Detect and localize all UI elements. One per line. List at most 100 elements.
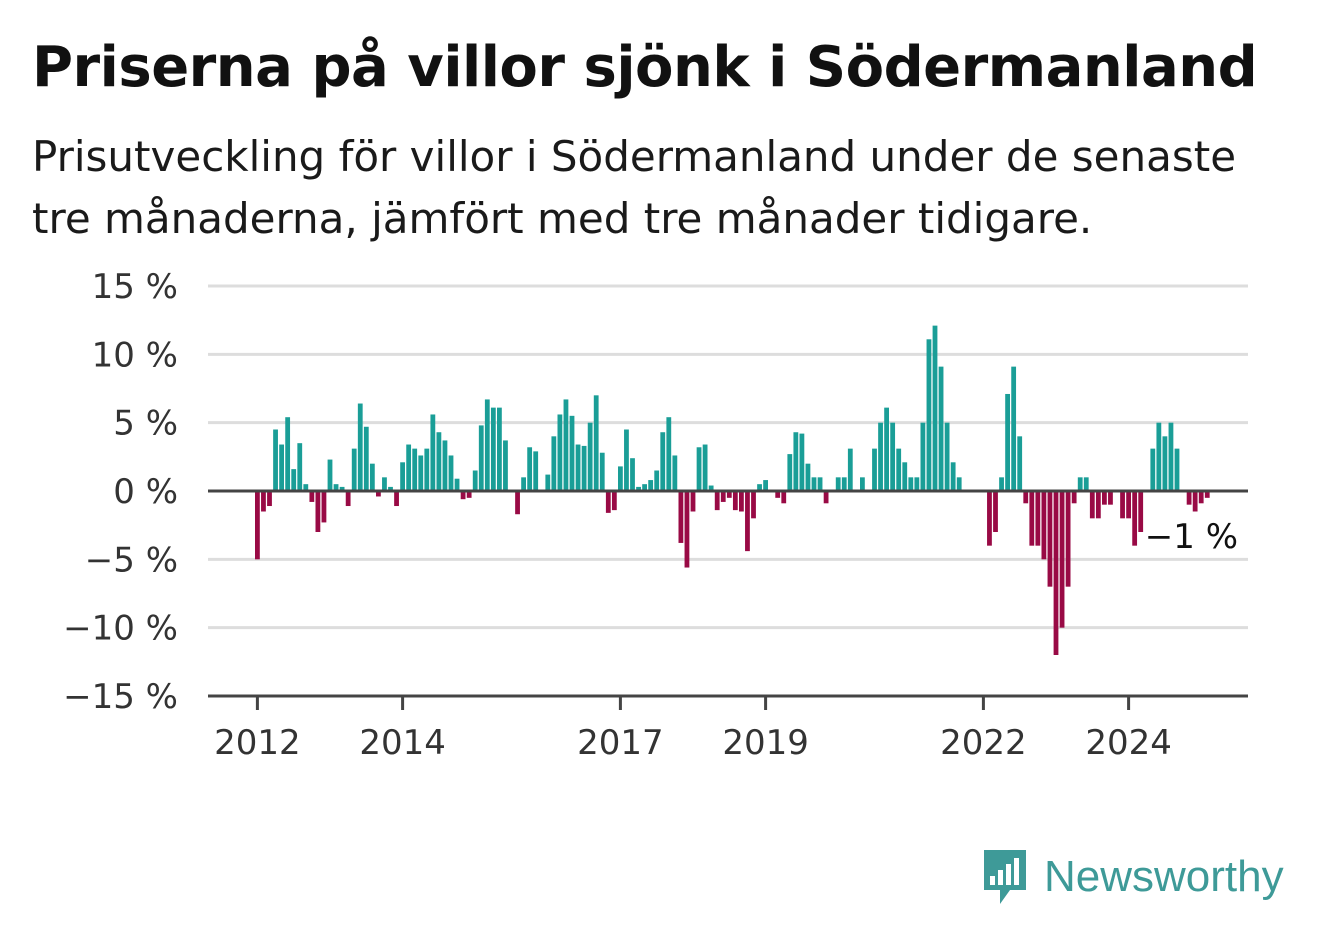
bar <box>351 448 357 491</box>
bar <box>763 480 768 491</box>
bar-chart: 15 %10 %5 %0 %−5 %−10 %−15 % 2012 2014 201… <box>63 267 1248 763</box>
bar <box>611 491 617 511</box>
bar <box>666 417 672 491</box>
y-tick-label: −15 % <box>63 677 178 717</box>
bar <box>624 429 629 491</box>
bar <box>726 491 732 498</box>
y-tick-label: −10 % <box>63 609 178 649</box>
x-tick-label: 2017 <box>577 723 664 763</box>
bar <box>1132 491 1138 546</box>
bar <box>823 491 829 504</box>
bar <box>503 440 508 491</box>
bar <box>1162 436 1168 491</box>
bar <box>884 407 889 491</box>
bar <box>878 422 883 491</box>
bar <box>708 485 714 491</box>
bar <box>1065 491 1071 587</box>
chart-title: Priserna på villor sjönk i Södermanland <box>32 35 1258 100</box>
x-tick-label: 2014 <box>359 723 446 763</box>
bar <box>581 445 587 491</box>
bar <box>569 415 575 491</box>
bar <box>805 463 811 491</box>
y-tick-label: 15 % <box>92 267 178 307</box>
bar <box>1102 491 1107 505</box>
bar <box>291 469 297 491</box>
bar <box>642 484 647 491</box>
x-tick-label: 2012 <box>214 723 301 763</box>
bar <box>1192 491 1198 512</box>
bar <box>515 491 520 515</box>
bar <box>1083 477 1089 491</box>
bar <box>841 477 847 491</box>
bar <box>599 452 605 491</box>
bar <box>696 447 702 491</box>
bar <box>678 491 684 543</box>
bar <box>890 422 896 491</box>
y-tick-label: 5 % <box>113 404 178 444</box>
bar <box>382 477 387 491</box>
bar <box>1150 448 1156 491</box>
newsworthy-logo: Newsworthy <box>980 846 1284 908</box>
bar <box>315 491 321 532</box>
bar <box>466 491 472 498</box>
bar <box>993 491 998 532</box>
bar <box>424 448 430 491</box>
bar <box>587 422 593 491</box>
bar <box>460 491 466 500</box>
bar <box>285 417 291 491</box>
bar <box>660 432 666 491</box>
bar <box>1071 491 1077 504</box>
bar <box>333 484 339 491</box>
bar <box>1174 448 1180 491</box>
newsworthy-logo-icon <box>984 850 1026 904</box>
bar <box>745 491 750 552</box>
bar <box>273 429 278 491</box>
brand-name: Newsworthy <box>1044 852 1284 901</box>
bar <box>793 432 799 491</box>
bar <box>732 491 738 511</box>
bar <box>418 455 424 491</box>
bar <box>926 339 932 491</box>
x-tick-label: 2022 <box>940 723 1027 763</box>
bar <box>1077 477 1083 491</box>
bar <box>321 491 327 523</box>
bar <box>388 486 393 491</box>
bar <box>654 470 660 491</box>
bar <box>835 477 841 491</box>
bar <box>1047 491 1053 587</box>
bar <box>339 486 345 491</box>
y-tick-label: −5 % <box>85 540 178 580</box>
bar <box>896 448 902 491</box>
last-value-label: −1 % <box>1145 517 1238 557</box>
bar <box>757 484 762 491</box>
bar <box>412 448 418 491</box>
x-axis-labels: 2012 2014 2017 2019 2022 2024 <box>214 696 1172 763</box>
bar <box>1095 491 1101 519</box>
bar <box>618 466 623 491</box>
bar <box>478 425 484 491</box>
grid-lines <box>208 284 1248 630</box>
bar <box>1041 491 1047 560</box>
bar <box>394 491 399 507</box>
bar <box>914 477 920 491</box>
bar <box>720 491 726 502</box>
bar <box>267 491 272 507</box>
bar <box>303 484 309 491</box>
bar <box>400 462 405 491</box>
bar <box>872 448 877 491</box>
bar <box>702 444 708 491</box>
bar <box>950 462 956 491</box>
bar <box>1029 491 1035 546</box>
y-tick-label: 10 % <box>92 335 178 375</box>
bar <box>376 491 381 497</box>
bar <box>714 491 720 511</box>
bar <box>490 407 496 491</box>
bar <box>672 455 678 491</box>
bar <box>327 459 333 491</box>
bar <box>575 444 581 491</box>
bar <box>799 433 805 491</box>
bar <box>811 477 817 491</box>
bar <box>1126 491 1131 519</box>
bar <box>648 480 654 491</box>
bar <box>920 422 926 491</box>
